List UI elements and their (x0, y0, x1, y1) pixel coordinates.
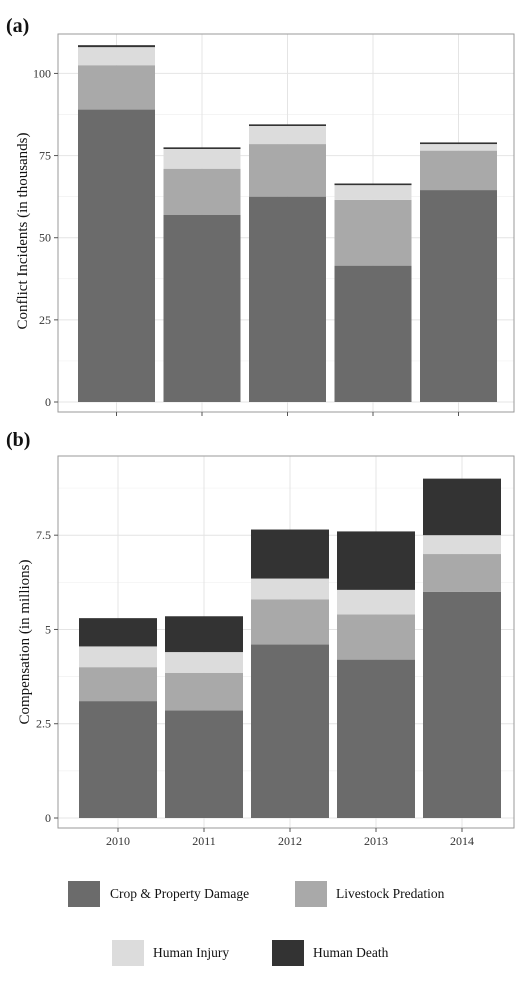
legend-swatch-human-death (272, 940, 304, 966)
legend-label-human-injury: Human Injury (153, 945, 229, 960)
panel-b-bar-2013-human-death (337, 531, 415, 590)
panel-b-bar-2014-livestock-predation (423, 554, 501, 592)
panel-b-border (57, 455, 515, 829)
panel-a-bar-2013-crop-and-property-damage (334, 265, 412, 402)
panel-b-bar-2011-human-injury (165, 652, 243, 673)
panel-b-x-tick-label: 2011 (192, 834, 216, 848)
panel-a-bar-2014-human-death (420, 142, 497, 145)
panel-b-x-tick-label: 2010 (106, 834, 130, 848)
panel-b-x-tick-label: 2014 (450, 834, 474, 848)
panel-a-chart: (a) Conflict Incidents (in thousands) 0 2… (6, 15, 515, 416)
panel-a-bar-2011-human-death (163, 147, 241, 149)
legend-label-human-death: Human Death (313, 945, 389, 960)
panel-a-bar-2014-human-injury (420, 144, 497, 151)
panel-b-y-tick-label: 5 (45, 622, 51, 636)
panel-b-x-tick-label: 2012 (278, 834, 302, 848)
panel-b-label: (b) (6, 429, 30, 451)
panel-b-bar-2013-crop-and-property-damage (337, 659, 415, 818)
panel-b-y-tick-label: 0 (45, 811, 51, 825)
legend-swatch-crop-property-damage (68, 881, 100, 907)
legend-label-crop-property-damage: Crop & Property Damage (110, 886, 249, 901)
panel-b-bar-2010-human-death (79, 618, 157, 647)
panel-b-bar-2014-human-death (423, 478, 501, 536)
panel-a-bar-2012-crop-and-property-damage (249, 196, 326, 402)
panel-b-bar-2010-human-injury (79, 646, 157, 668)
panel-b-bar-2011-livestock-predation (165, 672, 243, 711)
panel-a-bar-2010-livestock-predation (78, 65, 155, 110)
panel-b-x-tick-label: 2013 (364, 834, 388, 848)
panel-a-bar-2011-human-injury (163, 149, 241, 169)
panel-b-bars (79, 478, 501, 818)
panel-b-bar-2013-human-injury (337, 589, 415, 615)
panel-b-bar-2014-human-injury (423, 535, 501, 555)
panel-b-bar-2012-livestock-predation (251, 599, 329, 645)
panel-b-bar-2010-crop-and-property-damage (79, 701, 157, 818)
panel-a-y-tick-label: 25 (39, 313, 51, 327)
panel-a-y-tick-label: 0 (45, 395, 51, 409)
panel-a-bars (78, 45, 497, 403)
panel-b-chart: (b) Compensation (in millions) 0 2.5 5 7.5 2… (6, 429, 515, 848)
panel-b-y-axis-title: Compensation (in millions) (17, 560, 33, 725)
panel-b-y-tick-label: 7.5 (36, 528, 51, 542)
panel-b-bar-2011-crop-and-property-damage (165, 710, 243, 818)
panel-a-bar-2011-crop-and-property-damage (163, 214, 241, 402)
panel-b-bar-2012-human-death (251, 529, 329, 579)
panel-a-bar-2010-human-death (78, 45, 155, 48)
panel-a-bar-2011-livestock-predation (163, 168, 241, 215)
panel-a-bar-2012-human-injury (249, 126, 326, 145)
panel-a-bar-2010-crop-and-property-damage (78, 109, 155, 403)
panel-a-y-tick-label: 100 (33, 66, 51, 80)
panel-a-label: (a) (6, 15, 29, 37)
panel-b-bar-2011-human-death (165, 616, 243, 653)
panel-a-bar-2013-human-death (334, 183, 412, 186)
legend: Crop & Property Damage Livestock Predati… (68, 881, 445, 966)
panel-a-y-tick-label: 50 (39, 231, 51, 245)
panel-a-bar-2014-crop-and-property-damage (420, 190, 497, 402)
legend-label-livestock-predation: Livestock Predation (336, 886, 445, 901)
panel-a-y-tick-label: 75 (39, 149, 51, 163)
panel-a-bar-2013-livestock-predation (334, 199, 412, 266)
panel-a-bar-2010-human-injury (78, 47, 155, 66)
panel-b-bar-2012-crop-and-property-damage (251, 644, 329, 818)
panel-b-bar-2012-human-injury (251, 578, 329, 600)
legend-swatch-human-injury (112, 940, 144, 966)
panel-b-bar-2010-livestock-predation (79, 667, 157, 702)
panel-a-border (57, 33, 515, 413)
panel-b-bar-2013-livestock-predation (337, 614, 415, 660)
panel-a-bar-2012-human-death (249, 124, 326, 126)
legend-swatch-livestock-predation (295, 881, 327, 907)
panel-b-y-tick-label: 2.5 (36, 717, 51, 731)
panel-b-bar-2014-crop-and-property-damage (423, 591, 501, 818)
panel-a-y-axis-title: Conflict Incidents (in thousands) (15, 132, 31, 329)
panel-a-bar-2014-livestock-predation (420, 150, 497, 191)
panel-a-bar-2012-livestock-predation (249, 144, 326, 197)
panel-a-bar-2013-human-injury (334, 185, 412, 200)
